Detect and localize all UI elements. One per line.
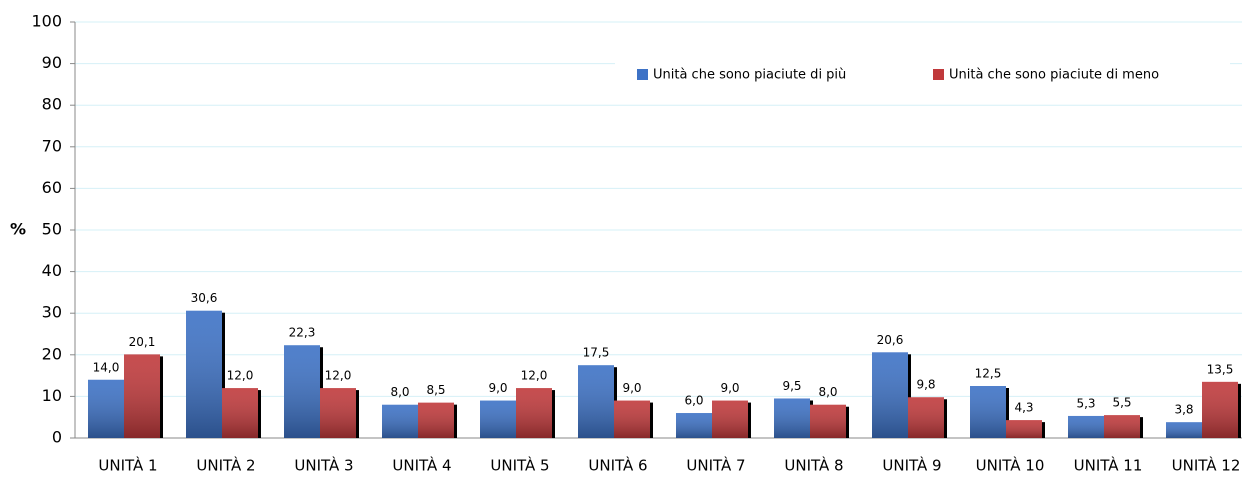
bar — [1104, 415, 1140, 438]
y-tick-label: 90 — [42, 53, 62, 72]
bar — [480, 400, 516, 438]
data-label: 9,8 — [916, 378, 935, 392]
x-tick-label: UNITÀ 1 — [98, 456, 157, 475]
bar — [872, 352, 908, 438]
bar — [516, 388, 552, 438]
bar — [418, 402, 454, 438]
data-label: 30,6 — [191, 291, 218, 305]
data-label: 20,6 — [877, 333, 904, 347]
data-label: 20,1 — [129, 335, 156, 349]
x-tick-label: UNITÀ 8 — [784, 456, 843, 475]
data-label: 4,3 — [1014, 401, 1033, 415]
data-label: 9,0 — [488, 381, 507, 395]
data-label: 8,0 — [390, 385, 409, 399]
data-label: 9,0 — [622, 381, 641, 395]
data-label: 14,0 — [93, 360, 120, 374]
data-label: 5,3 — [1076, 396, 1095, 410]
bar — [676, 413, 712, 438]
y-tick-label: 40 — [42, 261, 62, 280]
legend-swatch — [637, 69, 648, 80]
y-tick-label: 20 — [42, 344, 62, 363]
x-tick-label: UNITÀ 10 — [976, 456, 1045, 475]
bar — [774, 398, 810, 438]
bar — [1068, 415, 1104, 438]
y-tick-label: 80 — [42, 95, 62, 114]
data-label: 12,0 — [227, 369, 254, 383]
bar — [1202, 381, 1238, 438]
data-label: 12,0 — [325, 369, 352, 383]
x-tick-label: UNITÀ 7 — [686, 456, 745, 475]
data-label: 12,0 — [521, 369, 548, 383]
data-label: 6,0 — [684, 394, 703, 408]
y-tick-label: 30 — [42, 303, 62, 322]
data-label: 17,5 — [583, 346, 610, 360]
bar — [970, 386, 1006, 438]
legend-box — [615, 55, 1230, 93]
bar — [578, 365, 614, 438]
data-label: 13,5 — [1207, 362, 1234, 376]
x-tick-label: UNITÀ 6 — [588, 456, 647, 475]
bar — [1006, 420, 1042, 438]
bar — [124, 354, 160, 438]
data-label: 9,5 — [782, 379, 801, 393]
bar — [284, 345, 320, 438]
legend-label: Unità che sono piaciute di più — [653, 68, 846, 83]
data-label: 12,5 — [975, 367, 1002, 381]
y-tick-label: 10 — [42, 386, 62, 405]
data-label: 9,0 — [720, 381, 739, 395]
legend-label: Unità che sono piaciute di meno — [949, 68, 1159, 83]
bar — [186, 310, 222, 438]
bar — [320, 388, 356, 438]
x-tick-label: UNITÀ 9 — [882, 456, 941, 475]
bar — [908, 397, 944, 438]
x-tick-label: UNITÀ 2 — [196, 456, 255, 475]
bar — [222, 388, 258, 438]
data-label: 5,5 — [1112, 396, 1131, 410]
bar — [88, 379, 124, 438]
y-tick-label: 100 — [31, 12, 62, 31]
bar — [810, 404, 846, 438]
y-axis-label: % — [10, 220, 26, 239]
y-tick-label: 70 — [42, 136, 62, 155]
x-tick-label: UNITÀ 3 — [294, 456, 353, 475]
data-label: 8,0 — [818, 385, 837, 399]
data-label: 3,8 — [1174, 403, 1193, 417]
bar — [712, 400, 748, 438]
x-tick-label: UNITÀ 11 — [1074, 456, 1143, 475]
x-tick-label: UNITÀ 12 — [1172, 456, 1241, 475]
bar — [1166, 422, 1202, 438]
data-label: 8,5 — [426, 383, 445, 397]
y-tick-label: 0 — [52, 428, 62, 447]
x-tick-label: UNITÀ 5 — [490, 456, 549, 475]
x-tick-label: UNITÀ 4 — [392, 456, 451, 475]
legend-swatch — [933, 69, 944, 80]
y-tick-label: 50 — [42, 220, 62, 239]
data-label: 22,3 — [289, 326, 316, 340]
bar — [382, 404, 418, 438]
bar — [614, 400, 650, 438]
y-tick-label: 60 — [42, 178, 62, 197]
